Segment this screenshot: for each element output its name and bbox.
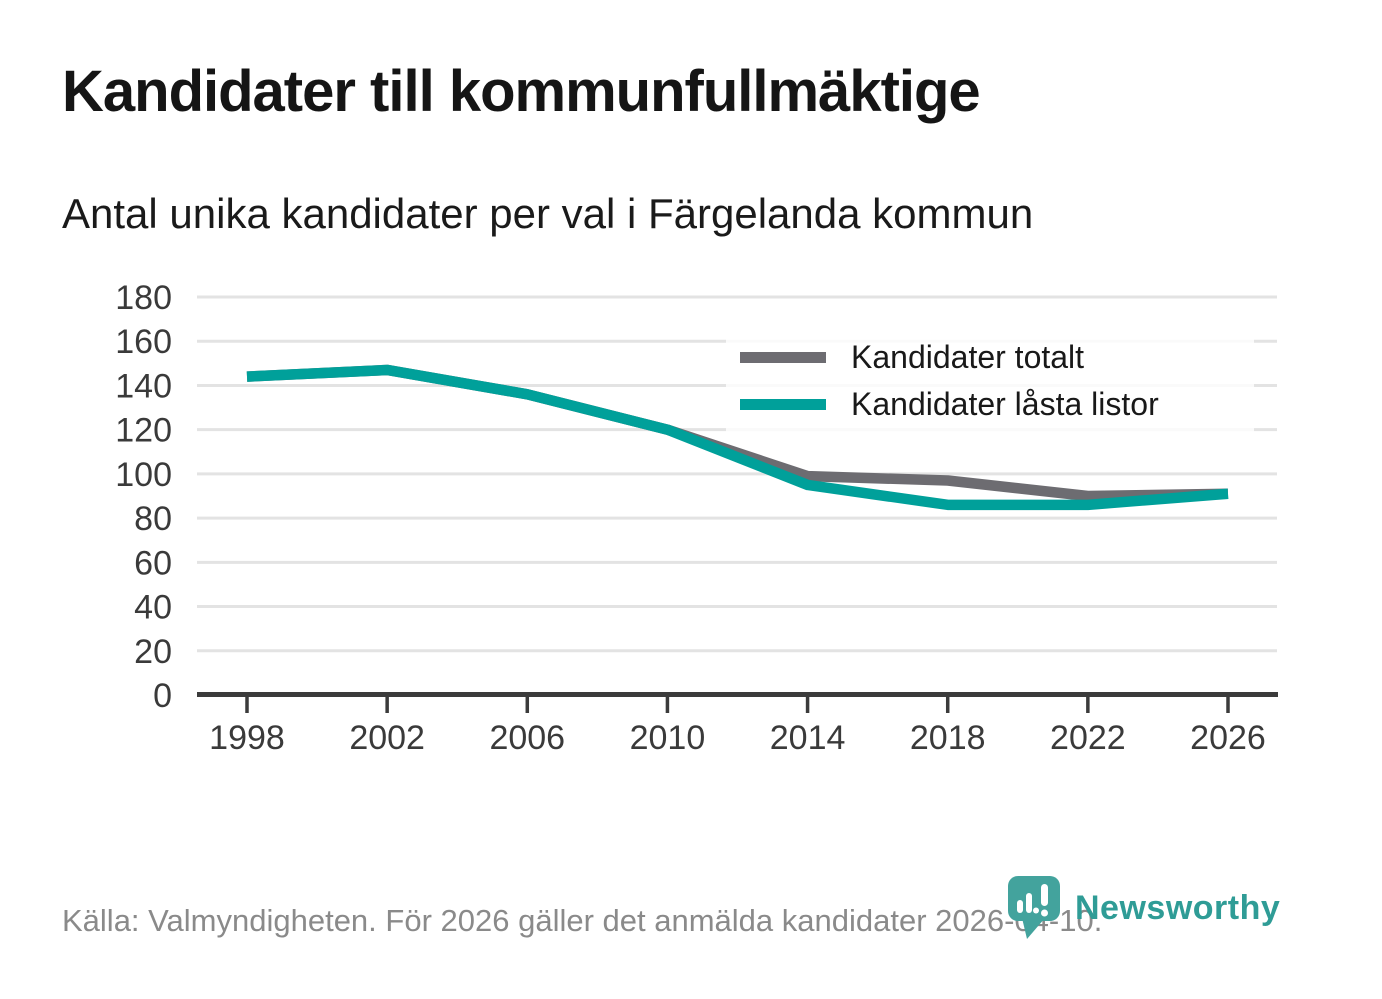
y-axis-label: 0 xyxy=(153,677,172,715)
x-axis-label: 2026 xyxy=(1190,719,1266,757)
x-axis-label: 2014 xyxy=(770,719,846,757)
x-axis-label: 2002 xyxy=(349,719,425,757)
legend-swatch-total xyxy=(740,352,826,363)
y-axis-label: 140 xyxy=(115,367,172,405)
x-axis-label: 2010 xyxy=(630,719,706,757)
chart-title: Kandidater till kommunfullmäktige xyxy=(62,59,981,124)
newsworthy-logo-icon xyxy=(1008,876,1060,939)
y-axis-label: 120 xyxy=(115,412,172,450)
y-axis-label: 160 xyxy=(115,323,172,361)
y-axis-label: 60 xyxy=(134,544,172,582)
legend-item-locked-lists: Kandidater låsta listor xyxy=(740,386,1254,423)
y-axis-label: 20 xyxy=(134,633,172,671)
newsworthy-wordmark: Newsworthy xyxy=(1075,889,1281,927)
legend: Kandidater totalt Kandidater låsta listo… xyxy=(726,329,1254,433)
x-axis-label: 1998 xyxy=(209,719,285,757)
y-axis-label: 180 xyxy=(115,279,172,317)
x-axis-label: 2022 xyxy=(1050,719,1126,757)
x-axis-label: 2006 xyxy=(489,719,565,757)
y-axis-label: 80 xyxy=(134,500,172,538)
chart-subtitle: Antal unika kandidater per val i Färgela… xyxy=(62,190,1034,237)
x-axis-label: 2018 xyxy=(910,719,986,757)
y-axis-label: 40 xyxy=(134,589,172,627)
legend-label-total: Kandidater totalt xyxy=(851,339,1085,375)
legend-item-total: Kandidater totalt xyxy=(740,339,1254,376)
legend-label-locked-lists: Kandidater låsta listor xyxy=(851,386,1159,422)
y-axis-label: 100 xyxy=(115,456,172,494)
legend-swatch-locked-lists xyxy=(740,399,826,410)
series-line-kandidater-låsta-listor xyxy=(246,364,1229,511)
newsworthy-logo: Newsworthy xyxy=(1008,876,1280,940)
source-note: Källa: Valmyndigheten. För 2026 gäller d… xyxy=(62,903,1103,938)
